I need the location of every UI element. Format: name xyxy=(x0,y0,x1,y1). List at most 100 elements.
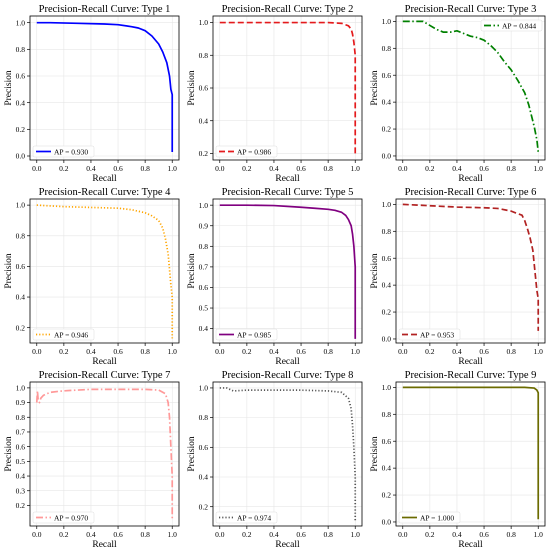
x-axis-label: Recall xyxy=(92,357,117,367)
y-tick-label: 1.0 xyxy=(199,201,209,210)
x-tick-label: 0.2 xyxy=(425,347,435,356)
x-tick-label: 0.6 xyxy=(479,530,489,539)
legend-label: AP = 0.970 xyxy=(54,513,88,522)
y-tick-label: 0.9 xyxy=(16,398,26,407)
x-tick-label: 0.8 xyxy=(506,164,516,173)
y-tick-label: 0.4 xyxy=(16,98,26,107)
x-tick-label: 0.4 xyxy=(452,347,462,356)
x-tick-label: 0.6 xyxy=(113,530,123,539)
chart-title: Precision-Recall Curve: Type 3 xyxy=(405,4,537,15)
x-tick-label: 0.4 xyxy=(452,164,462,173)
x-tick-label: 0.6 xyxy=(296,530,306,539)
y-tick-label: 1.0 xyxy=(382,383,392,392)
x-tick-label: 1.0 xyxy=(168,530,178,539)
chart-title: Precision-Recall Curve: Type 4 xyxy=(39,187,171,198)
x-tick-label: 0.0 xyxy=(398,530,408,539)
y-tick-label: 0.8 xyxy=(199,51,209,60)
y-tick-label: 0.4 xyxy=(199,116,209,125)
x-tick-label: 0.8 xyxy=(323,530,333,539)
x-axis-label: Recall xyxy=(275,357,300,367)
pr-chart-svg: 0.0 0.2 0.4 0.6 0.8 1.0 0.4 0.5 0.6 0.7 0.8 0.9 1.0 P… xyxy=(187,187,363,367)
x-tick-label: 1.0 xyxy=(534,164,544,173)
legend-box xyxy=(480,19,543,32)
y-tick-label: 0.6 xyxy=(382,437,392,446)
y-tick-label: 0.2 xyxy=(382,491,392,500)
x-tick-label: 0.0 xyxy=(215,347,225,356)
pr-curve-line xyxy=(36,21,174,152)
pr-chart-svg: 0.0 0.2 0.4 0.6 0.8 1.0 0.0 0.2 0.4 0.6 0.8 1.0 Prec… xyxy=(370,370,546,550)
x-tick-label: 0.2 xyxy=(59,347,69,356)
y-tick-label: 1.0 xyxy=(199,384,209,393)
legend-box xyxy=(32,328,95,341)
legend-box xyxy=(398,511,461,524)
x-tick-label: 0.6 xyxy=(479,164,489,173)
x-tick-label: 0.4 xyxy=(269,530,279,539)
x-axis-label: Recall xyxy=(458,174,483,184)
x-tick-label: 0.2 xyxy=(59,164,69,173)
y-tick-label: 0.8 xyxy=(16,231,26,240)
legend-box xyxy=(398,328,461,341)
x-tick-label: 1.0 xyxy=(351,530,361,539)
x-axis-label: Recall xyxy=(92,540,117,550)
y-tick-label: 0.8 xyxy=(16,45,26,54)
y-tick-label: 0.7 xyxy=(199,262,209,271)
x-tick-label: 0.0 xyxy=(32,347,42,356)
axes-frame xyxy=(212,198,363,344)
pr-chart-panel: 0.0 0.2 0.4 0.6 0.8 1.0 0.2 0.4 0.6 0.8 1.0 Precisi… xyxy=(185,2,368,190)
x-tick-label: 0.2 xyxy=(242,164,252,173)
legend-label: AP = 0.844 xyxy=(502,21,536,30)
chart-title: Precision-Recall Curve: Type 8 xyxy=(222,370,354,381)
axes-frame xyxy=(212,381,363,527)
x-tick-label: 0.6 xyxy=(113,347,123,356)
y-tick-label: 0.0 xyxy=(16,152,26,161)
pr-chart-svg: 0.0 0.2 0.4 0.6 0.8 1.0 0.2 0.4 0.6 0.8 1.0 Precisi… xyxy=(187,4,363,184)
pr-chart-svg: 0.0 0.2 0.4 0.6 0.8 1.0 0.0 0.2 0.4 0.6 0.8 1.0 Prec… xyxy=(370,4,546,184)
y-tick-label: 0.8 xyxy=(382,44,392,53)
y-tick-label: 0.6 xyxy=(199,443,209,452)
x-tick-label: 0.4 xyxy=(86,164,96,173)
y-tick-label: 0.6 xyxy=(382,254,392,263)
y-tick-label: 0.0 xyxy=(382,518,392,527)
x-tick-label: 0.4 xyxy=(86,530,96,539)
y-tick-label: 0.8 xyxy=(199,242,209,251)
legend-box xyxy=(215,145,278,158)
x-tick-label: 0.0 xyxy=(398,164,408,173)
x-tick-label: 0.6 xyxy=(296,164,306,173)
pr-chart-panel: 0.0 0.2 0.4 0.6 0.8 1.0 0.0 0.2 0.4 0.6 0.8 1.0 Prec… xyxy=(368,368,550,556)
y-axis-label: Precision xyxy=(370,70,380,106)
axes-frame xyxy=(29,381,180,527)
pr-chart-panel: 0.0 0.2 0.4 0.6 0.8 1.0 0.2 0.3 0.4 0.5 0.6 0.7 0.8 0… xyxy=(2,368,185,556)
legend-label: AP = 0.930 xyxy=(54,147,88,156)
y-axis-label: Precision xyxy=(4,253,14,289)
x-tick-label: 0.0 xyxy=(215,530,225,539)
x-tick-label: 0.8 xyxy=(323,164,333,173)
y-axis-label: Precision xyxy=(187,70,197,106)
chart-title: Precision-Recall Curve: Type 9 xyxy=(405,370,537,381)
y-tick-label: 0.6 xyxy=(16,442,26,451)
chart-title: Precision-Recall Curve: Type 5 xyxy=(222,187,354,198)
y-tick-label: 0.9 xyxy=(199,221,209,230)
x-axis-label: Recall xyxy=(275,540,300,550)
y-tick-label: 0.7 xyxy=(16,428,26,437)
x-tick-label: 0.0 xyxy=(398,347,408,356)
pr-chart-svg: 0.0 0.2 0.4 0.6 0.8 1.0 0.2 0.4 0.6 0.8 1.0 Precisi… xyxy=(187,370,363,550)
x-tick-label: 0.0 xyxy=(32,530,42,539)
legend-label: AP = 0.986 xyxy=(237,147,271,156)
legend-box xyxy=(215,511,278,524)
pr-chart-panel: 0.0 0.2 0.4 0.6 0.8 1.0 0.2 0.4 0.6 0.8 1.0 Precisi… xyxy=(2,185,185,373)
x-tick-label: 0.8 xyxy=(140,530,150,539)
x-axis-label: Recall xyxy=(92,174,117,184)
y-axis-label: Precision xyxy=(370,436,380,472)
y-tick-label: 0.2 xyxy=(16,125,26,134)
legend-label: AP = 0.953 xyxy=(420,330,454,339)
x-tick-label: 0.2 xyxy=(425,164,435,173)
pr-curve-line xyxy=(219,387,357,522)
legend-label: AP = 0.985 xyxy=(237,330,271,339)
y-tick-label: 0.4 xyxy=(382,98,392,107)
chart-title: Precision-Recall Curve: Type 6 xyxy=(405,187,537,198)
pr-curve-line xyxy=(219,204,357,339)
legend-box xyxy=(32,511,95,524)
y-tick-label: 0.0 xyxy=(382,335,392,344)
y-tick-label: 0.4 xyxy=(382,464,392,473)
x-axis-label: Recall xyxy=(275,174,300,184)
